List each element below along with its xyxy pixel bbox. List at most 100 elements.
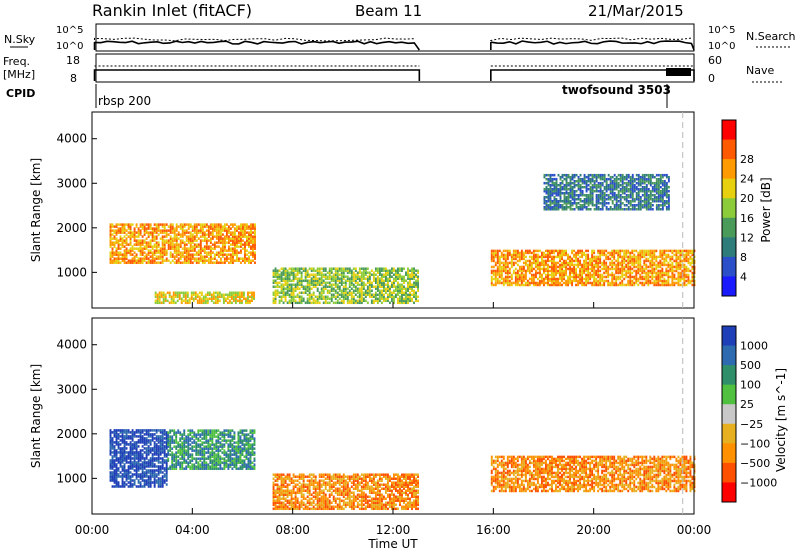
range-gate-cell (250, 253, 252, 256)
range-gate-cell (605, 261, 608, 265)
range-gate-cell (687, 273, 690, 277)
range-gate-cell (198, 291, 201, 295)
range-gate-cell (109, 229, 112, 232)
range-gate-cell (659, 253, 662, 257)
range-gate-cell (687, 277, 690, 281)
range-gate-cell (496, 257, 499, 261)
range-gate-cell (139, 241, 142, 244)
range-gate-cell (149, 239, 152, 242)
range-gate-cell (143, 245, 146, 248)
range-gate-cell (197, 245, 200, 248)
range-gate-cell (205, 225, 208, 228)
range-gate-cell (282, 295, 285, 299)
range-gate-cell (629, 189, 632, 193)
range-gate-cell (322, 289, 325, 293)
range-gate-cell (358, 295, 361, 299)
range-gate-cell (322, 287, 325, 291)
range-gate-cell (623, 253, 626, 257)
range-gate-cell (219, 231, 222, 234)
range-gate-cell (129, 449, 132, 452)
range-gate-cell (633, 263, 636, 267)
range-gate-cell (356, 273, 359, 276)
range-gate-cell (551, 249, 553, 253)
range-gate-cell (324, 285, 327, 289)
range-gate-cell (342, 291, 345, 295)
range-gate-cell (378, 279, 381, 282)
range-gate-cell (506, 261, 509, 265)
range-gate-cell (161, 255, 164, 258)
range-gate-cell (496, 271, 499, 275)
range-gate-cell (577, 195, 580, 199)
range-gate-cell (228, 299, 231, 303)
range-gate-cell (127, 471, 130, 474)
range-gate-cell (579, 273, 582, 277)
range-gate-cell (227, 231, 230, 234)
range-gate-cell (671, 283, 674, 287)
range-gate-cell (220, 295, 223, 299)
range-gate-cell (119, 253, 122, 256)
range-gate-cell (553, 189, 556, 193)
range-gate-cell (407, 289, 409, 293)
range-gate-cell (209, 259, 212, 262)
range-gate-cell (342, 295, 345, 299)
range-gate-cell (223, 241, 226, 244)
range-gate-cell (180, 291, 183, 295)
range-gate-cell (689, 281, 692, 285)
range-gate-cell (542, 251, 545, 255)
range-gate-cell (197, 231, 200, 234)
range-gate-cell (358, 271, 361, 274)
range-gate-cell (585, 263, 588, 267)
noise-search-label: N.Search (746, 30, 796, 43)
range-gate-cell (113, 429, 116, 432)
range-gate-cell (397, 283, 399, 287)
range-gate-cell (621, 177, 624, 181)
range-gate-cell (232, 299, 235, 303)
range-gate-cell (155, 249, 158, 252)
range-gate-cell (380, 277, 383, 280)
range-gate-cell (665, 283, 668, 287)
range-gate-cell (518, 267, 521, 271)
range-gate-cell (318, 273, 321, 276)
range-gate-cell (135, 241, 138, 244)
range-gate-cell (121, 459, 124, 462)
range-gate-cell (661, 263, 664, 267)
range-gate-cell (649, 205, 652, 209)
range-gate-cell (189, 255, 192, 258)
range-gate-cell (133, 251, 136, 254)
range-gate-cell (113, 231, 116, 234)
range-gate-cell (639, 257, 642, 261)
range-gate-cell (145, 261, 148, 264)
range-gate-cell (119, 235, 122, 238)
range-gate-cell (599, 281, 602, 285)
range-gate-cell (113, 465, 116, 468)
range-gate-cell (522, 273, 525, 277)
range-gate-cell (543, 207, 546, 211)
range-gate-cell (401, 269, 403, 272)
range-gate-cell (177, 237, 180, 240)
range-gate-cell (115, 435, 118, 438)
range-gate-cell (653, 255, 656, 259)
range-gate-cell (123, 261, 126, 264)
range-gate-cell (113, 477, 116, 480)
range-gate-cell (667, 203, 670, 207)
range-gate-cell (587, 277, 590, 281)
range-gate-cell (372, 301, 375, 305)
range-gate-cell (619, 199, 622, 203)
range-gate-cell (667, 277, 670, 281)
range-gate-cell (639, 261, 642, 265)
range-gate-cell (374, 287, 377, 291)
range-gate-cell (571, 261, 573, 265)
range-gate-cell (119, 435, 122, 438)
range-gate-cell (639, 259, 642, 263)
range-gate-cell (388, 301, 391, 305)
range-gate-cell (298, 281, 301, 284)
range-gate-cell (115, 457, 118, 460)
range-gate-cell (617, 283, 620, 287)
range-gate-cell (671, 271, 674, 275)
range-gate-cell (274, 269, 277, 272)
range-gate-cell (195, 261, 198, 264)
range-gate-cell (407, 271, 409, 274)
range-gate-cell (209, 227, 212, 230)
range-gate-cell (639, 253, 642, 257)
